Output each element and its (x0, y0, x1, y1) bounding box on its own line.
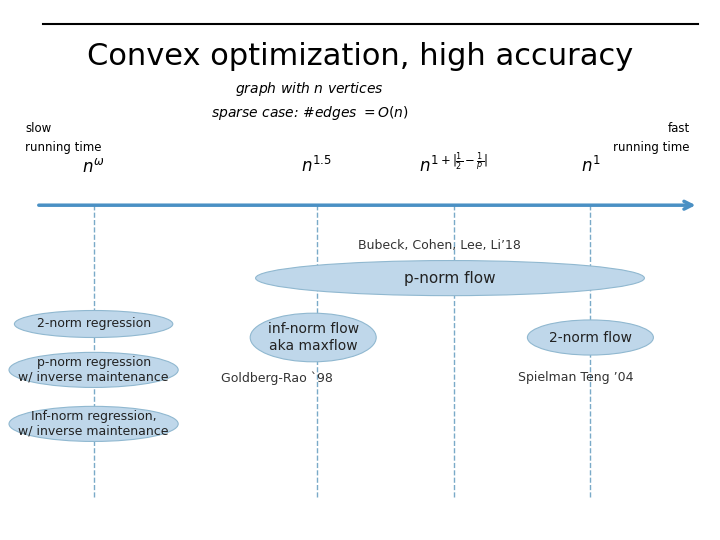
Text: $n^{1+|\frac{1}{2}-\frac{1}{p}|}$: $n^{1+|\frac{1}{2}-\frac{1}{p}|}$ (419, 152, 488, 176)
Ellipse shape (256, 260, 644, 296)
Text: graph with $n$ vertices: graph with $n$ vertices (235, 80, 384, 98)
Text: running time: running time (25, 141, 102, 154)
Ellipse shape (14, 310, 173, 338)
Text: $n^1$: $n^1$ (580, 156, 600, 176)
Text: Inf-norm regression,
w/ inverse maintenance: Inf-norm regression, w/ inverse maintena… (18, 410, 169, 438)
Text: 2-norm flow: 2-norm flow (549, 330, 632, 345)
Text: running time: running time (613, 141, 690, 154)
Ellipse shape (9, 406, 179, 442)
Text: Spielman Teng ’04: Spielman Teng ’04 (518, 372, 634, 384)
Text: fast: fast (667, 122, 690, 135)
Text: Goldberg-Rao `98: Goldberg-Rao `98 (221, 372, 333, 384)
Text: 2-norm regression: 2-norm regression (37, 318, 150, 330)
Text: p-norm flow: p-norm flow (404, 271, 496, 286)
Text: Bubeck, Cohen, Lee, Li’18: Bubeck, Cohen, Lee, Li’18 (358, 239, 521, 252)
Text: $n^{\omega}$: $n^{\omega}$ (82, 158, 105, 176)
Text: inf-norm flow
aka maxflow: inf-norm flow aka maxflow (268, 322, 359, 353)
Ellipse shape (9, 352, 179, 388)
Text: p-norm regression
w/ inverse maintenance: p-norm regression w/ inverse maintenance (18, 356, 169, 384)
Ellipse shape (251, 313, 376, 362)
Text: $n^{1.5}$: $n^{1.5}$ (302, 156, 332, 176)
Text: slow: slow (25, 122, 51, 135)
Ellipse shape (527, 320, 654, 355)
Text: sparse case: #edges $= O(n)$: sparse case: #edges $= O(n)$ (211, 104, 408, 123)
Text: Convex optimization, high accuracy: Convex optimization, high accuracy (87, 42, 633, 71)
